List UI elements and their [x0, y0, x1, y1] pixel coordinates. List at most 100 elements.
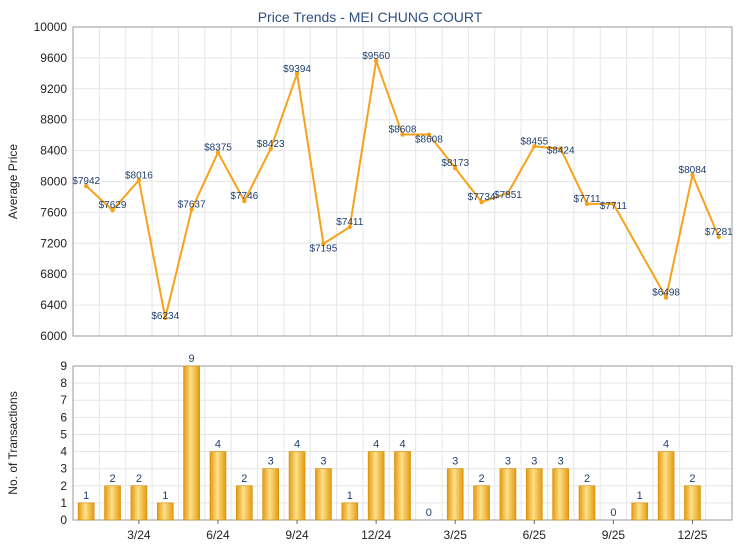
transaction-bar: [341, 502, 359, 521]
transactions-panel: 0 1 2 3 4 5 6 7 8 9 No. of Transactions 1 2 2 1 9 4 2 3 4 3 1…: [6, 353, 733, 542]
price-point: [347, 224, 352, 230]
bar-data-label: 2: [109, 473, 115, 485]
price-point: [558, 146, 563, 151]
y-axis-label: Average Price: [6, 144, 20, 219]
price-data-label: $7411: [336, 217, 364, 228]
y-tick-label: 10000: [34, 20, 68, 34]
price-data-label: $9394: [283, 64, 311, 75]
bar-data-label: 4: [399, 439, 405, 451]
y-tick-label: 9: [60, 359, 67, 373]
price-point: [268, 146, 273, 152]
price-point: [453, 165, 458, 171]
price-point: [663, 295, 669, 300]
x-tick-label: 9/25: [602, 528, 626, 542]
bar-data-label: 3: [268, 456, 274, 468]
price-point: [83, 183, 89, 189]
price-data-label: $6234: [151, 311, 179, 322]
bar-data-label: 0: [610, 507, 616, 519]
y-tick-label: 8: [60, 376, 67, 390]
price-data-label: $6498: [652, 288, 680, 299]
price-data-label: $7942: [72, 176, 100, 187]
bar-data-label: 1: [83, 490, 89, 502]
transaction-bar: [130, 485, 148, 521]
y-tick-label: 7200: [40, 236, 67, 250]
price-data-label: $8608: [415, 135, 443, 146]
price-point: [321, 241, 326, 246]
y-tick-label: 2: [60, 479, 67, 493]
plot-frame: [72, 26, 733, 337]
price-point: [189, 207, 194, 212]
x-tick-label: 6/25: [523, 528, 547, 542]
bar-data-label: 2: [584, 473, 590, 485]
bar-data-label: 1: [347, 490, 353, 502]
price-point: [584, 201, 590, 207]
price-data-label: $7195: [310, 244, 338, 255]
price-data-label: $7711: [573, 194, 601, 205]
price-point: [532, 144, 537, 149]
price-data-label: $8084: [679, 165, 707, 176]
price-data-label: $7281: [705, 227, 733, 238]
bar-data-label: 3: [531, 456, 537, 468]
bar-data-label: 4: [663, 439, 669, 451]
bar-data-label: 4: [215, 439, 221, 451]
price-point: [400, 132, 405, 137]
transaction-bar: [631, 502, 649, 521]
price-data-label: $8423: [257, 139, 285, 150]
bar-data-label: 3: [505, 456, 511, 468]
price-point: [479, 199, 484, 205]
transaction-bar: [394, 451, 411, 521]
price-panel: 6000 6400 6800 7200 7600 8000 8400 8800 9200 9600…: [6, 20, 733, 343]
bar-data-label: 1: [162, 490, 168, 502]
y-tick-label: 9200: [40, 82, 67, 96]
y-tick-label: 7: [60, 393, 67, 407]
price-point: [373, 58, 379, 64]
transaction-bar: [236, 485, 253, 521]
price-data-label: $8608: [389, 125, 417, 136]
price-point: [690, 172, 695, 178]
transaction-bar: [156, 502, 174, 521]
price-point: [426, 132, 432, 137]
transaction-bar: [288, 451, 306, 521]
transaction-bar: [77, 502, 95, 521]
transaction-bar: [315, 468, 332, 521]
transaction-bar: [446, 468, 464, 521]
transaction-bar: [209, 451, 227, 521]
x-tick-label: 3/24: [127, 528, 151, 542]
y-tick-label: 0: [60, 513, 67, 527]
y-tick-label: 3: [60, 462, 67, 476]
y-tick-label: 6: [60, 410, 67, 424]
price-point: [110, 207, 115, 213]
price-point: [716, 234, 722, 240]
bar-data-label: 0: [426, 507, 432, 519]
y-tick-label: 7600: [40, 205, 67, 219]
price-data-label: $8424: [547, 146, 575, 157]
bar-data-label: 1: [637, 490, 643, 502]
price-point: [215, 150, 221, 155]
price-data-label: $7711: [600, 201, 628, 212]
price-data-label: $8016: [125, 170, 153, 181]
y-tick-label: 6800: [40, 267, 67, 281]
y-tick-label: 9600: [40, 51, 67, 65]
bar-data-label: 2: [479, 473, 485, 485]
x-tick-label: 3/25: [444, 528, 468, 542]
x-tick-label: 9/24: [285, 528, 309, 542]
bar-data-label: 4: [294, 439, 300, 451]
price-data-label: $7629: [99, 200, 127, 211]
x-tick-label: 12/25: [677, 528, 707, 542]
transaction-bar: [657, 451, 675, 521]
transaction-bar: [578, 485, 596, 521]
bar-data-label: 9: [189, 353, 195, 365]
price-point: [294, 71, 300, 77]
transaction-bar: [473, 485, 490, 521]
bar-data-label: 3: [558, 456, 564, 468]
bar-data-label: 3: [452, 456, 458, 468]
x-tick-label: 12/24: [361, 528, 391, 542]
price-data-label: $7746: [230, 191, 258, 202]
transaction-bar: [684, 485, 701, 521]
transaction-bar: [183, 365, 200, 521]
price-point: [136, 178, 142, 183]
y-axis-label: No. of Transactions: [6, 391, 20, 494]
y-tick-label: 6000: [40, 329, 67, 343]
y-tick-label: 1: [60, 496, 67, 510]
